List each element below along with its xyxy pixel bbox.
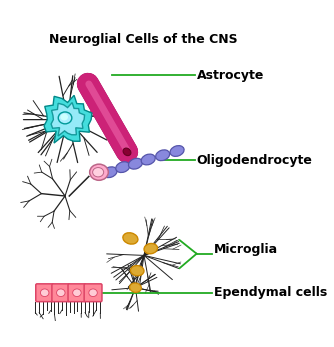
Ellipse shape <box>123 148 131 155</box>
FancyBboxPatch shape <box>36 284 53 302</box>
Ellipse shape <box>130 265 144 276</box>
Text: Oligodendrocyte: Oligodendrocyte <box>197 154 313 167</box>
Text: Ependymal cells: Ependymal cells <box>213 286 327 299</box>
Text: Neuroglial Cells of the CNS: Neuroglial Cells of the CNS <box>49 33 237 46</box>
Ellipse shape <box>116 162 130 172</box>
Polygon shape <box>51 103 85 136</box>
Ellipse shape <box>60 114 68 120</box>
Ellipse shape <box>170 146 184 156</box>
Text: Astrocyte: Astrocyte <box>197 69 264 82</box>
Ellipse shape <box>56 289 65 297</box>
FancyBboxPatch shape <box>68 284 86 302</box>
Ellipse shape <box>129 158 143 169</box>
Ellipse shape <box>144 244 158 254</box>
Ellipse shape <box>90 164 108 180</box>
Ellipse shape <box>156 150 170 161</box>
Ellipse shape <box>141 154 155 165</box>
Text: Microglia: Microglia <box>213 243 278 256</box>
Polygon shape <box>44 95 92 143</box>
Ellipse shape <box>123 233 138 244</box>
Ellipse shape <box>73 289 81 297</box>
Ellipse shape <box>58 112 72 124</box>
Ellipse shape <box>89 289 97 297</box>
FancyBboxPatch shape <box>52 284 70 302</box>
Ellipse shape <box>93 168 104 177</box>
FancyBboxPatch shape <box>84 284 102 302</box>
Ellipse shape <box>130 283 141 293</box>
Ellipse shape <box>40 289 49 297</box>
Ellipse shape <box>103 167 117 178</box>
